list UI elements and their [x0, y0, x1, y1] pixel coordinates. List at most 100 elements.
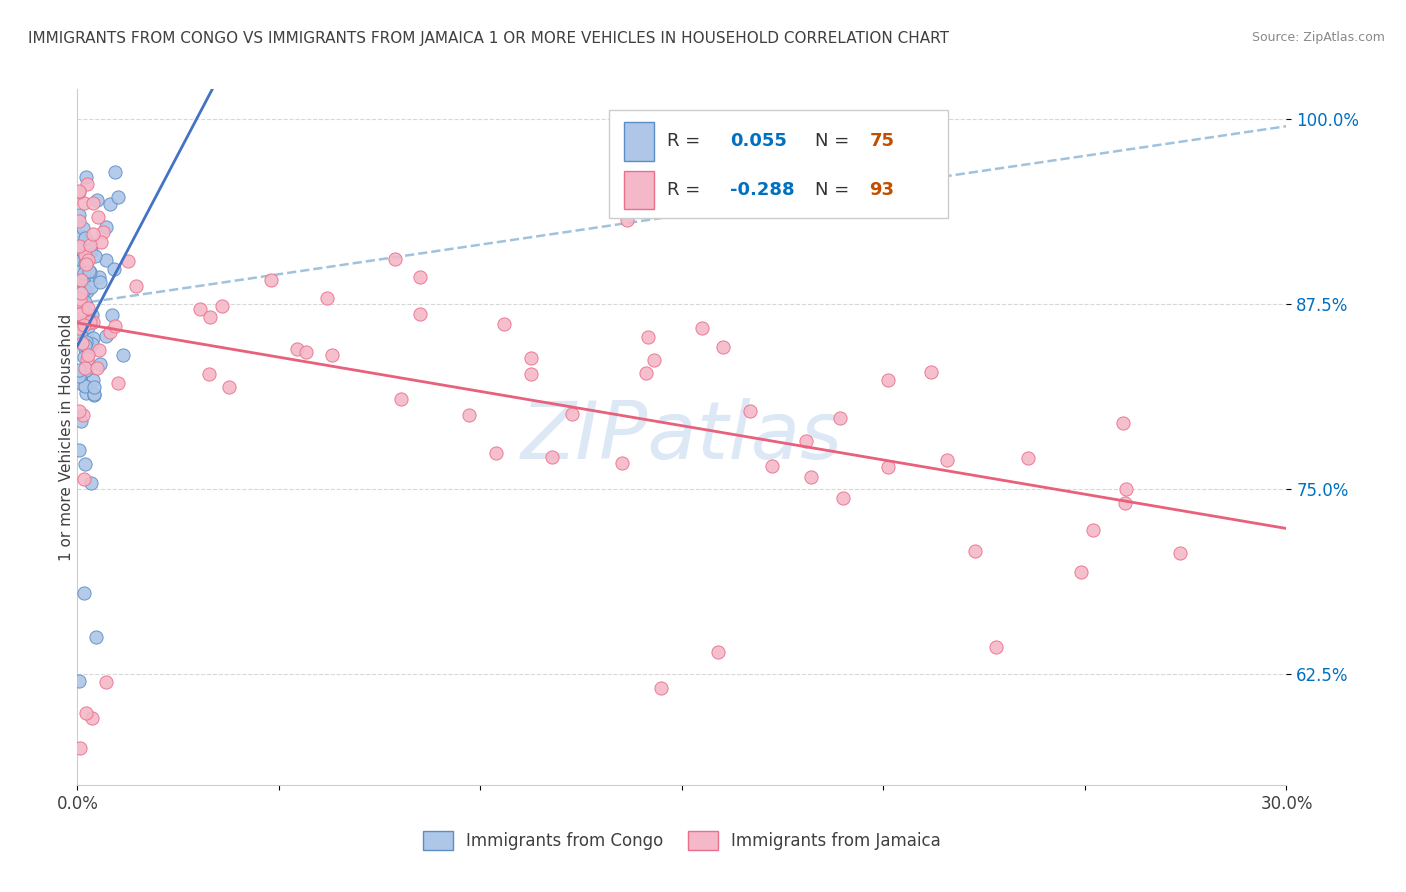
- Text: R =: R =: [668, 132, 706, 151]
- Point: [75, 385, 97, 400]
- Point: [384, 252, 406, 266]
- Point: [561, 407, 583, 421]
- Point: [76, 320, 98, 334]
- Point: [72, 272, 94, 286]
- Point: [70, 253, 93, 268]
- Text: ZIPatlas: ZIPatlas: [520, 398, 844, 476]
- Point: [72, 409, 94, 423]
- Point: [83, 379, 105, 393]
- Point: [920, 365, 942, 379]
- Point: [1115, 482, 1137, 496]
- Point: [295, 344, 318, 359]
- Point: [1070, 565, 1092, 579]
- Point: [485, 446, 508, 460]
- Point: [315, 291, 337, 305]
- Point: [69, 307, 91, 321]
- Point: [321, 348, 343, 362]
- Y-axis label: 1 or more Vehicles in Household: 1 or more Vehicles in Household: [59, 313, 73, 561]
- Point: [211, 299, 233, 313]
- Point: [82, 196, 104, 211]
- Point: [94, 674, 117, 689]
- Point: [76, 348, 98, 362]
- Point: [80, 309, 103, 323]
- Point: [75, 256, 97, 270]
- Point: [389, 392, 412, 406]
- Point: [643, 353, 665, 368]
- Legend: Immigrants from Congo, Immigrants from Jamaica: Immigrants from Congo, Immigrants from J…: [416, 824, 948, 856]
- Point: [67, 369, 90, 384]
- Point: [80, 280, 103, 294]
- Point: [70, 286, 93, 301]
- Point: [73, 196, 96, 211]
- Point: [96, 219, 118, 234]
- Point: [70, 311, 93, 326]
- Point: [82, 337, 104, 351]
- Point: [117, 253, 139, 268]
- Point: [72, 274, 94, 288]
- Point: [125, 278, 148, 293]
- Point: [89, 357, 111, 371]
- Point: [73, 231, 96, 245]
- Point: [634, 367, 657, 381]
- Point: [73, 378, 96, 392]
- Point: [984, 640, 1007, 654]
- Point: [76, 301, 98, 316]
- Point: [77, 346, 100, 360]
- Point: [616, 213, 638, 227]
- Bar: [609, 110, 948, 218]
- Point: [965, 544, 987, 558]
- Point: [800, 470, 823, 484]
- Point: [877, 373, 900, 387]
- Point: [69, 323, 91, 337]
- Point: [67, 214, 90, 228]
- Point: [70, 376, 93, 391]
- Point: [1114, 496, 1136, 510]
- Point: [285, 342, 308, 356]
- Text: IMMIGRANTS FROM CONGO VS IMMIGRANTS FROM JAMAICA 1 OR MORE VEHICLES IN HOUSEHOLD: IMMIGRANTS FROM CONGO VS IMMIGRANTS FROM…: [28, 31, 949, 46]
- Point: [198, 367, 221, 381]
- Point: [519, 368, 541, 382]
- Text: Source: ZipAtlas.com: Source: ZipAtlas.com: [1251, 31, 1385, 45]
- Point: [75, 706, 97, 721]
- Point: [83, 388, 105, 402]
- Point: [89, 343, 111, 357]
- Point: [76, 352, 98, 367]
- Point: [458, 409, 481, 423]
- Point: [104, 318, 127, 333]
- Point: [67, 241, 90, 255]
- Point: [67, 320, 90, 334]
- Point: [69, 292, 91, 306]
- Point: [84, 630, 107, 644]
- Point: [70, 228, 93, 243]
- Point: [637, 330, 659, 344]
- Point: [1017, 451, 1039, 466]
- Point: [72, 221, 94, 235]
- Point: [107, 189, 129, 203]
- Text: N =: N =: [815, 132, 855, 151]
- Point: [94, 329, 117, 343]
- Point: [67, 306, 90, 320]
- Point: [77, 235, 100, 250]
- Text: 75: 75: [869, 132, 894, 151]
- Point: [75, 335, 97, 350]
- Point: [73, 247, 96, 261]
- Point: [103, 262, 125, 277]
- Point: [67, 443, 90, 458]
- Point: [200, 310, 222, 324]
- Bar: [624, 171, 654, 210]
- Point: [70, 312, 93, 326]
- Point: [650, 681, 672, 695]
- Point: [67, 208, 90, 222]
- Point: [828, 411, 851, 425]
- Point: [1081, 523, 1104, 537]
- Point: [70, 273, 93, 287]
- Point: [90, 235, 112, 249]
- Point: [73, 585, 96, 599]
- Point: [79, 264, 101, 278]
- Point: [86, 194, 108, 208]
- Point: [70, 329, 93, 343]
- Point: [67, 185, 90, 199]
- Point: [86, 360, 108, 375]
- Point: [82, 227, 104, 241]
- Point: [80, 244, 103, 258]
